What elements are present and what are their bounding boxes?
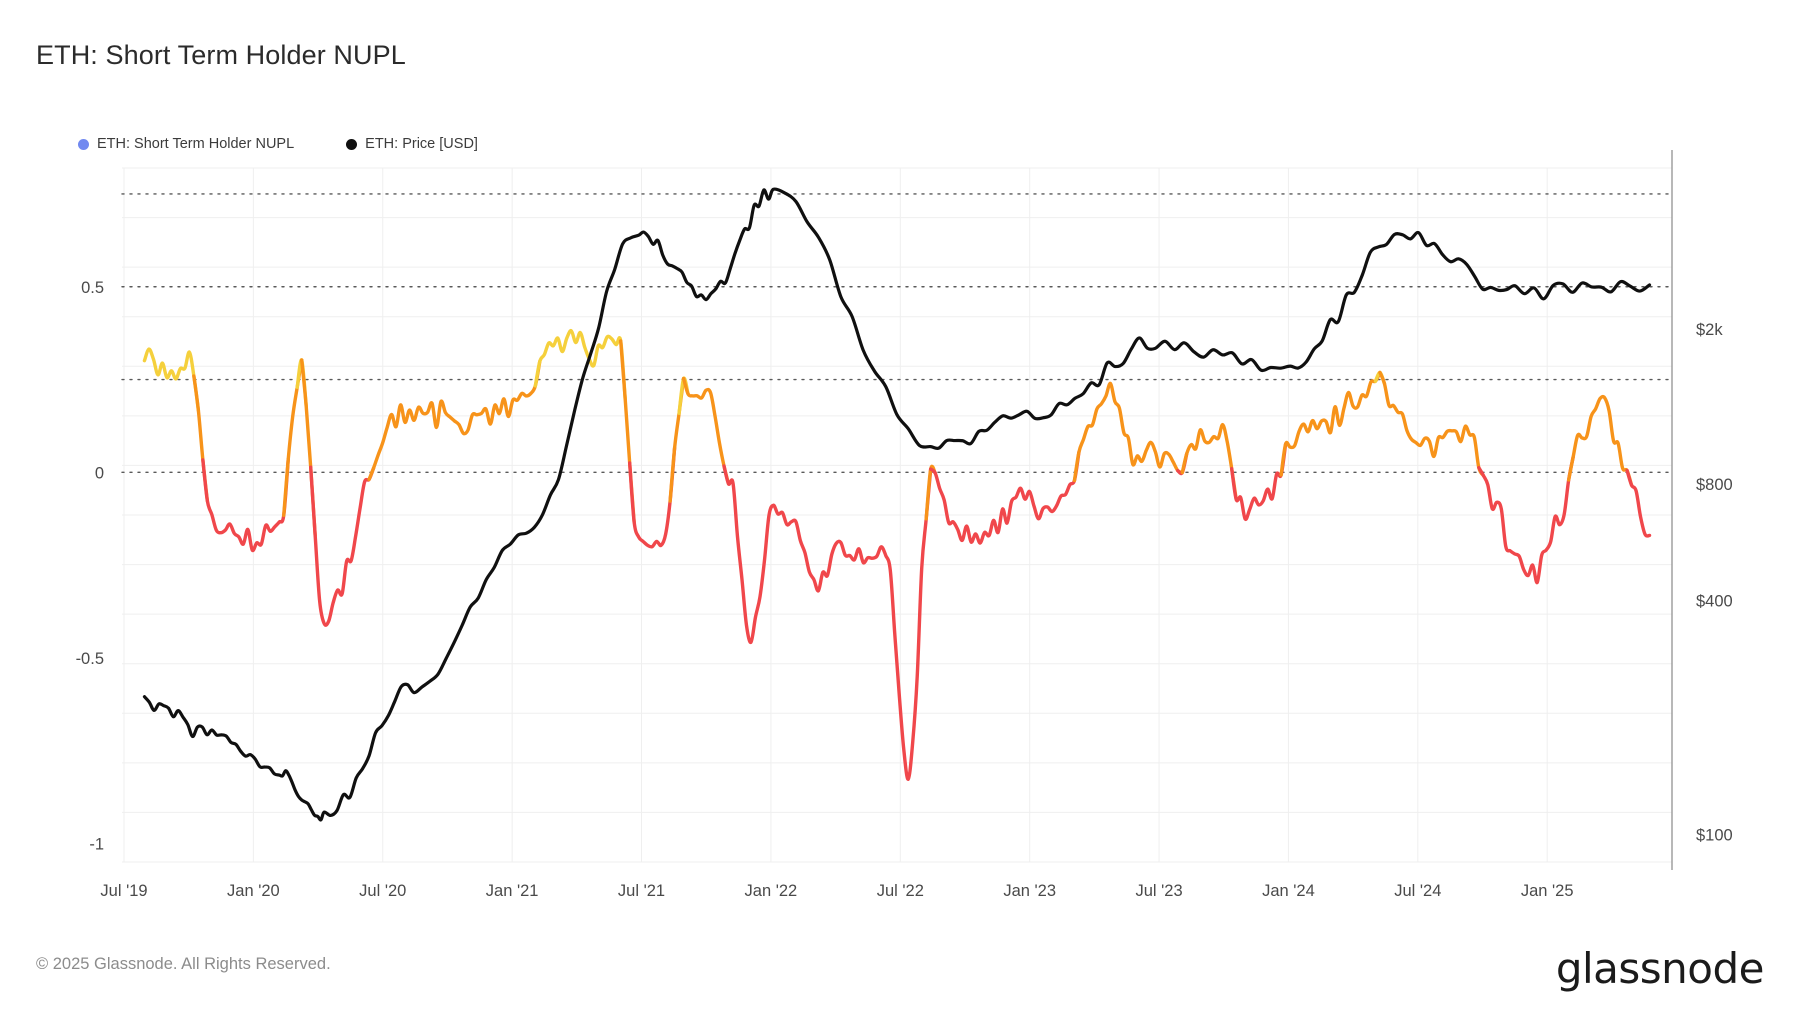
svg-text:-0.5: -0.5 [76,650,104,668]
circle-dot-icon [346,138,358,150]
right-axis-labels: $2k $800 $400 $100 [1696,321,1733,844]
vertical-grid-lines [123,168,1548,862]
copyright-text: © 2025 Glassnode. All Rights Reserved. [36,955,331,973]
svg-text:Jan '23: Jan '23 [1003,882,1056,900]
svg-text:Jul '22: Jul '22 [877,882,924,900]
circle-dot-icon [78,138,89,150]
svg-text:$800: $800 [1696,476,1733,494]
svg-text:Jul '21: Jul '21 [618,882,665,900]
series-price [142,187,1652,822]
svg-text:$100: $100 [1696,827,1733,845]
svg-text:0: 0 [95,464,104,482]
left-axis-labels: 0.5 0 -0.5 -1 [76,279,104,854]
svg-text:Jul '23: Jul '23 [1135,882,1182,900]
svg-text:-1: -1 [89,835,104,853]
svg-text:$400: $400 [1696,593,1733,611]
glassnode-logo: glassnode [1555,944,1765,993]
svg-text:Jan '22: Jan '22 [745,882,798,900]
legend-item-price[interactable]: ETH: Price [USD] [346,136,478,152]
svg-text:0.5: 0.5 [81,279,104,297]
svg-text:Jul '24: Jul '24 [1394,882,1441,900]
grid-lines [122,167,1672,863]
svg-text:Jan '21: Jan '21 [486,882,539,900]
reference-lines [121,193,1673,474]
legend-label-nupl: ETH: Short Term Holder NUPL [97,136,295,152]
svg-text:$2k: $2k [1696,321,1723,339]
svg-text:Jul '20: Jul '20 [359,882,406,900]
svg-text:Jan '20: Jan '20 [227,882,280,900]
legend-label-price: ETH: Price [USD] [365,136,478,152]
chart-legend: ETH: Short Term Holder NUPL ETH: Price [… [78,136,478,152]
legend-item-nupl[interactable]: ETH: Short Term Holder NUPL [78,136,294,152]
svg-text:Jan '24: Jan '24 [1262,882,1315,900]
svg-text:Jul '19: Jul '19 [100,882,147,900]
x-axis-labels: Jul '19 Jan '20 Jul '20 Jan '21 Jul '21 Jan '… [100,882,1573,900]
svg-text:Jan '25: Jan '25 [1521,882,1574,900]
page-title: ETH: Short Term Holder NUPL [36,40,406,70]
series-nupl [142,329,1652,781]
